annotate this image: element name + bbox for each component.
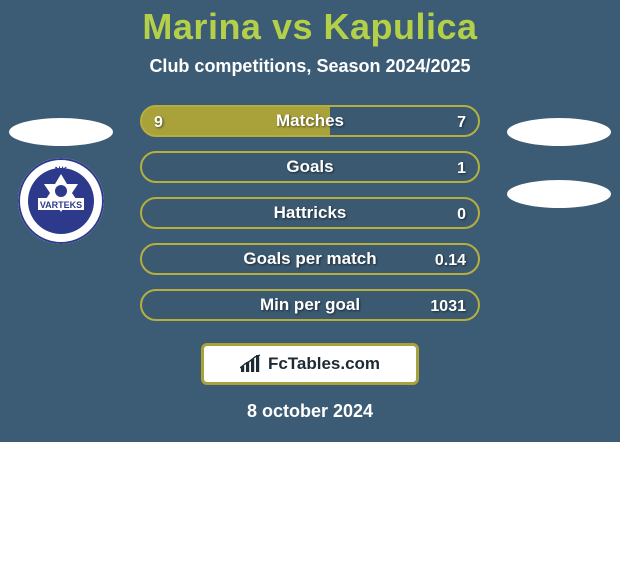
stat-left-value: 9	[154, 107, 163, 139]
stat-right-value: 7	[457, 107, 466, 139]
placeholder-oval	[507, 118, 611, 146]
stat-row: Matches9 7	[140, 105, 480, 137]
placeholder-oval	[9, 118, 113, 146]
page-subtitle: Club competitions, Season 2024/2025	[0, 56, 620, 77]
source-badge: FcTables.com	[201, 343, 419, 385]
stat-label: Hattricks	[142, 199, 478, 227]
left-team-column: VARTEKS NK VARAZDIN	[6, 118, 116, 244]
stat-row: Hattricks0	[140, 197, 480, 229]
page-title: Marina vs Kapulica	[0, 0, 620, 48]
source-text: FcTables.com	[268, 354, 380, 374]
club-crest-icon: VARTEKS NK VARAZDIN	[18, 158, 104, 244]
stat-right-value: 0	[457, 199, 466, 231]
stat-row: Min per goal1031	[140, 289, 480, 321]
stat-right-value: 0.14	[435, 245, 466, 277]
right-team-column	[504, 118, 614, 208]
stat-right-value: 1	[457, 153, 466, 185]
stat-label: Matches	[142, 107, 478, 135]
stat-right-value: 1031	[430, 291, 466, 323]
stat-label: Goals per match	[142, 245, 478, 273]
svg-text:VARTEKS: VARTEKS	[40, 200, 82, 210]
stat-row: Goals per match0.14	[140, 243, 480, 275]
placeholder-oval	[507, 180, 611, 208]
stat-label: Goals	[142, 153, 478, 181]
comparison-card: Marina vs Kapulica Club competitions, Se…	[0, 0, 620, 442]
stat-row: Goals1	[140, 151, 480, 183]
left-team-badge: VARTEKS NK VARAZDIN	[18, 158, 104, 244]
bar-chart-icon	[240, 354, 262, 374]
stat-label: Min per goal	[142, 291, 478, 319]
date-text: 8 october 2024	[0, 401, 620, 422]
